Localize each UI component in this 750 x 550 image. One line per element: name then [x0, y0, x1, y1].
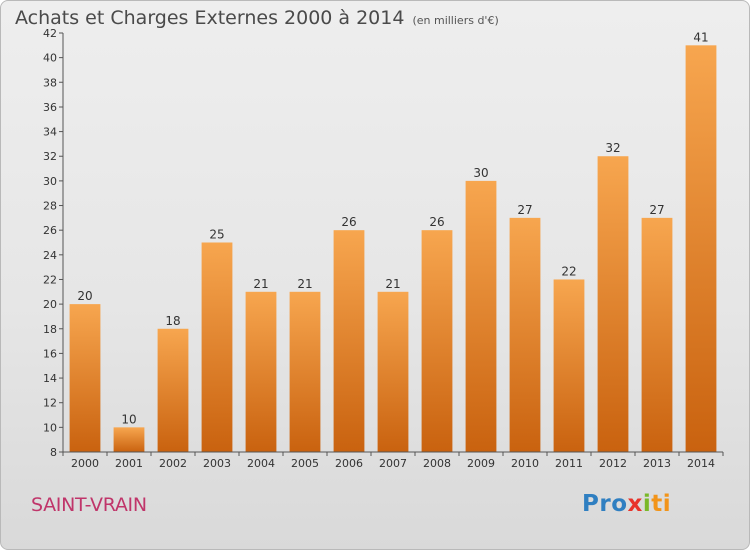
y-tick-label: 22	[43, 273, 57, 286]
bar	[553, 279, 585, 452]
bar	[377, 291, 409, 452]
bar	[69, 304, 101, 452]
x-tick-label: 2013	[643, 457, 671, 470]
x-tick-label: 2012	[599, 457, 627, 470]
logo-part-1: Pro	[582, 491, 628, 517]
bar-value-label: 21	[297, 277, 312, 291]
y-tick-label: 28	[43, 200, 57, 213]
x-tick-label: 2003	[203, 457, 231, 470]
bar-value-label: 21	[253, 277, 268, 291]
y-tick-label: 20	[43, 298, 57, 311]
bar	[421, 230, 453, 452]
bar-value-label: 21	[385, 277, 400, 291]
bar-value-label: 27	[649, 203, 664, 217]
y-tick-label: 8	[50, 446, 57, 459]
bar	[509, 217, 541, 452]
y-tick-label: 32	[43, 150, 57, 163]
y-tick-label: 26	[43, 224, 57, 237]
bar-value-label: 25	[209, 228, 224, 242]
bar-value-label: 30	[473, 166, 488, 180]
x-tick-label: 2009	[467, 457, 495, 470]
y-tick-label: 42	[43, 27, 57, 40]
x-tick-label: 2004	[247, 457, 275, 470]
y-tick-label: 36	[43, 101, 57, 114]
x-tick-label: 2000	[71, 457, 99, 470]
bar-value-label: 18	[165, 314, 180, 328]
x-tick-label: 2008	[423, 457, 451, 470]
x-tick-label: 2011	[555, 457, 583, 470]
y-tick-label: 30	[43, 175, 57, 188]
y-tick-label: 10	[43, 421, 57, 434]
bar	[289, 291, 321, 452]
y-tick-label: 34	[43, 126, 57, 139]
bar-value-label: 20	[77, 289, 92, 303]
x-tick-label: 2014	[687, 457, 715, 470]
bars: 20 10 18 25 21 21 26 21 26 30 27 22 32 27 41	[69, 30, 717, 453]
bar-value-label: 32	[605, 141, 620, 155]
chart-title: Achats et Charges Externes 2000 à 2014 (e…	[15, 7, 499, 29]
logo-part-4: ti	[651, 491, 672, 517]
bar	[113, 427, 145, 452]
bar-value-label: 27	[517, 203, 532, 217]
y-tick-label: 18	[43, 323, 57, 336]
bar-value-label: 10	[121, 412, 136, 426]
logo-part-2: x	[627, 491, 643, 517]
bar-value-label: 22	[561, 264, 576, 278]
x-tick-label: 2007	[379, 457, 407, 470]
x-tick-label: 2005	[291, 457, 319, 470]
y-tick-label: 14	[43, 372, 57, 385]
bar	[157, 328, 189, 452]
commune-name: SAINT-VRAIN	[31, 494, 147, 516]
bar-value-label: 26	[341, 215, 356, 229]
bar-value-label: 41	[693, 30, 708, 44]
bar	[245, 291, 277, 452]
chart-title-text: Achats et Charges Externes 2000 à 2014	[15, 7, 405, 29]
y-tick-label: 38	[43, 76, 57, 89]
y-tick-label: 12	[43, 397, 57, 410]
x-tick-label: 2002	[159, 457, 187, 470]
y-tick-label: 40	[43, 52, 57, 65]
proxiti-logo: Proxiti	[582, 491, 671, 517]
y-tick-label: 16	[43, 347, 57, 360]
bar	[641, 217, 673, 452]
bar	[333, 230, 365, 452]
y-tick-label: 24	[43, 249, 57, 262]
bar	[597, 156, 629, 452]
logo-part-3: i	[642, 491, 652, 517]
y-axis: 8 10 12 14 16 18 20 22 24 26 28 30 32 34 36 38 40 42	[43, 27, 64, 459]
bar	[685, 45, 717, 453]
chart-unit: (en milliers d'€)	[412, 14, 499, 27]
bar	[465, 180, 497, 452]
x-tick-label: 2006	[335, 457, 363, 470]
x-tick-label: 2010	[511, 457, 539, 470]
bar	[201, 242, 233, 452]
x-tick-label: 2001	[115, 457, 143, 470]
bar-value-label: 26	[429, 215, 444, 229]
x-axis: 2000 2001 2002 2003 2004 2005 2006 2007 2008 2009…	[62, 451, 724, 470]
